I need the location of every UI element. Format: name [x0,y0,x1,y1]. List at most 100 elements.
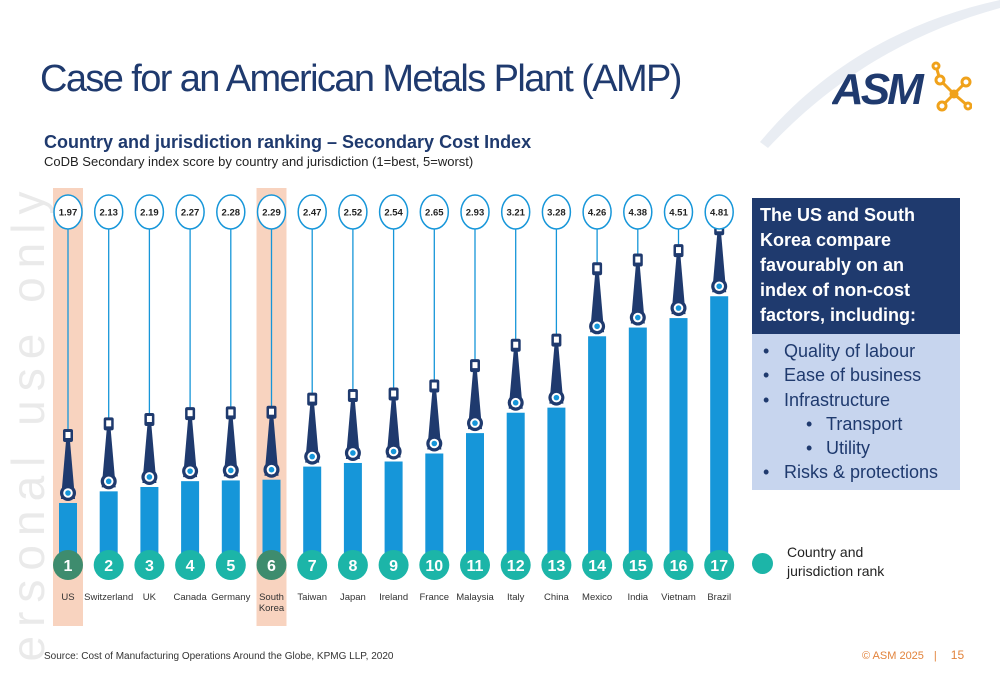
value-bubble [419,194,450,230]
category-label: Brazil [707,592,731,603]
value-label: 4.38 [629,208,648,219]
category-label: US [61,592,74,603]
value-label: 2.52 [344,208,363,219]
value-bubble [541,194,572,230]
rank-number: 3 [145,558,154,575]
gauge-bulb-center [675,305,682,311]
value-label: 2.65 [425,208,444,219]
bar [221,480,240,553]
bar [303,466,322,553]
bar-group-8: 2.52 8 Japan [337,194,368,603]
value-bubble [297,194,327,230]
category-label: Taiwan [297,592,327,603]
rank-number: 15 [629,558,647,575]
rank-circle [622,550,653,580]
value-bubble [134,194,165,230]
bar [425,453,444,553]
category-label-line: South [259,592,284,603]
bullet-dot: • [806,413,813,434]
value-label: 2.13 [99,208,118,219]
gauge-neck [142,424,157,483]
rank-circle [175,550,206,580]
gauge-bulb-center [553,394,560,401]
rank-circle [663,550,694,580]
legend-label: Country and jurisdiction rank [787,544,885,579]
copyright: © ASM 2025 [862,650,924,662]
gauge-bulb-center [268,466,275,473]
gauge-neck [671,256,686,315]
gauge-neck [183,419,198,478]
rank-number: 14 [588,558,606,575]
callout-bullets: • Quality of labour • Ease of business • Infr… [752,334,960,490]
bar-group-5: 2.28 5 Germany [211,194,251,603]
page-number: 15 [950,648,965,662]
rank-circle [337,550,368,580]
bar [710,296,729,553]
source-note: Source: Cost of Manufacturing Operations… [44,651,394,662]
rank-circle [134,550,165,580]
bar-group-11: 2.93 11 Malaysia [456,194,494,603]
rank-number: 13 [548,558,566,575]
callout-bullet-text: Utility [826,438,870,459]
gauge-bulb-center [187,468,193,474]
bar [384,461,403,553]
gauge-cap-slot [431,382,437,389]
bar-group-17: 4.81 17 Brazil [704,194,735,603]
rank-circle [256,550,287,580]
category-label: Germany [211,592,250,603]
rank-number: 7 [308,558,317,575]
gauge-neck [345,400,360,459]
chart-subtitle: CoDB Secondary index score by country an… [44,154,474,169]
gauge-bulb-center [105,478,112,485]
rank-number: 1 [64,558,73,575]
value-bubble [175,194,205,230]
callout-bullet: • Ease of business [760,363,952,387]
category-label: South Korea [259,592,285,614]
logo-molecule-icon [931,61,972,112]
bar [466,433,484,553]
gauge-neck [427,391,442,450]
gauge-bulb-center [228,467,234,474]
value-bubble [338,194,368,230]
value-bubble [704,194,734,230]
bar [59,503,77,553]
bar-group-7: 2.47 7 Taiwan [297,194,328,603]
bullet-dot: • [763,341,770,361]
bar-group-13: 3.28 13 China [541,194,572,603]
category-label: India [627,592,648,603]
category-label: Malaysia [456,592,494,603]
value-bubble [378,194,409,230]
value-label: 4.26 [588,208,607,219]
gauge-neck [712,234,727,293]
value-label: 3.21 [506,208,525,219]
callout-bullet: • Infrastructure [760,388,952,412]
value-label: 2.47 [303,208,322,219]
bar-group-6: 2.29 6 South Korea [256,188,287,626]
category-label: China [544,592,570,603]
value-bubble [216,194,246,230]
gauge-neck [590,274,605,333]
rank-circle [215,550,246,580]
gauge-neck [386,399,401,458]
rank-number: 11 [467,558,484,575]
bar [181,481,200,553]
rank-number: 5 [226,558,235,575]
value-label: 4.51 [669,208,688,219]
callout-bullet: • Transport [760,412,952,436]
value-bubble [623,194,653,230]
asm-logo: ASM [832,61,972,112]
page-title: Case for an American Metals Plant (AMP) [40,58,682,100]
bar-group-16: 4.51 16 Vietnam [661,194,696,603]
callout-list: • Quality of labour • Ease of business • Infr… [760,339,952,485]
rank-number: 17 [710,558,728,575]
callout-bullet: • Quality of labour [760,339,952,363]
gauge-neck [630,265,645,324]
value-label: 2.93 [466,208,485,219]
value-label: 2.29 [262,208,281,219]
rank-circle [93,550,124,580]
value-bubble [582,194,612,230]
category-label: Mexico [582,592,612,603]
bar-group-14: 4.26 14 Mexico [582,194,612,603]
value-bubble [663,194,694,230]
